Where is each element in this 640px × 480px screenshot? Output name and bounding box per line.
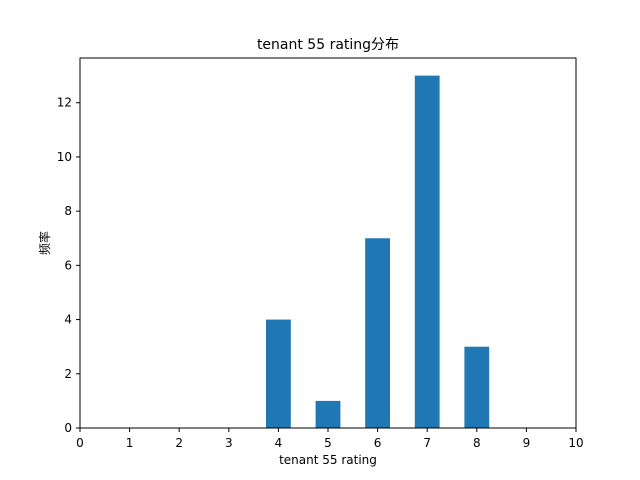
x-tick-label: 9 [523, 436, 531, 450]
bars [266, 75, 490, 428]
x-tick-label: 2 [175, 436, 183, 450]
y-axis-label: 频率 [37, 231, 52, 255]
y-tick-label: 10 [57, 150, 72, 164]
x-tick-label: 6 [374, 436, 382, 450]
x-axis-label: tenant 55 rating [279, 453, 377, 467]
x-tick-label: 0 [76, 436, 84, 450]
y-axis: 0 2 4 6 8 10 12 [57, 96, 80, 435]
x-tick-label: 10 [568, 436, 583, 450]
bar-7 [414, 75, 440, 428]
y-tick-label: 0 [64, 421, 72, 435]
chart-title: tenant 55 rating分布 [257, 37, 399, 53]
x-tick-label: 1 [126, 436, 134, 450]
y-tick-label: 2 [64, 367, 72, 381]
x-tick-label: 3 [225, 436, 233, 450]
bar-4 [266, 319, 291, 428]
x-tick-label: 5 [324, 436, 332, 450]
y-tick-label: 4 [64, 313, 72, 327]
x-tick-label: 4 [275, 436, 283, 450]
x-axis: 0 1 2 3 4 5 6 7 8 9 10 [76, 428, 584, 450]
bar-5 [315, 400, 341, 428]
bar-8 [464, 346, 490, 428]
x-tick-label: 7 [423, 436, 431, 450]
y-tick-label: 8 [64, 204, 72, 218]
bar-6 [365, 238, 390, 428]
y-tick-label: 6 [64, 258, 72, 272]
x-tick-label: 8 [473, 436, 481, 450]
plot-frame [79, 57, 577, 429]
y-tick-label: 12 [57, 96, 72, 110]
